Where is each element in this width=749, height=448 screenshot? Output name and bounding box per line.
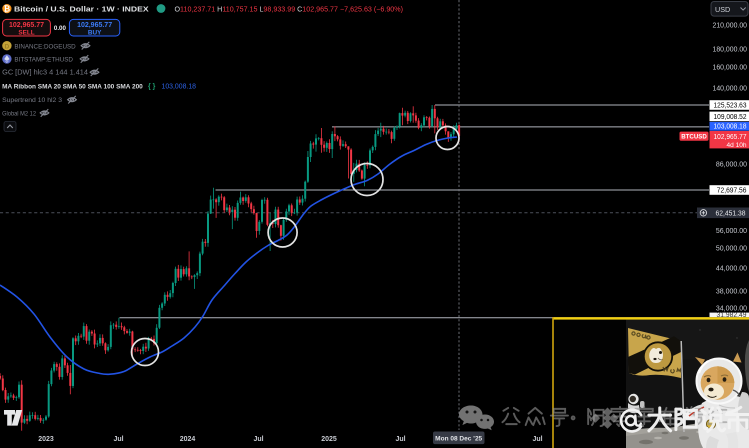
svg-text:O110,237.71 H110,757.15 L98,93: O110,237.71 H110,757.15 L98,933.99 C102,…	[175, 6, 404, 13]
svg-text:BINANCE:DOGEUSD: BINANCE:DOGEUSD	[14, 43, 76, 50]
svg-text:86,000.00: 86,000.00	[716, 161, 747, 168]
svg-text:102,965.77: 102,965.77	[9, 22, 44, 29]
svg-text:160,000.00: 160,000.00	[713, 65, 748, 72]
svg-text:31,982.49: 31,982.49	[717, 312, 747, 319]
svg-text:72,697.56: 72,697.56	[717, 187, 747, 194]
svg-text:125,523.63: 125,523.63	[714, 102, 747, 109]
svg-text:BTCUSD: BTCUSD	[681, 134, 707, 141]
svg-text:USD: USD	[715, 5, 730, 14]
svg-text:Jul: Jul	[253, 436, 263, 443]
svg-text:₿: ₿	[4, 4, 11, 13]
svg-text:D: D	[5, 43, 10, 50]
svg-text:50,000.00: 50,000.00	[716, 246, 747, 253]
svg-text:34,000.00: 34,000.00	[716, 306, 747, 313]
svg-text:Supertrend 10 hl2 3: Supertrend 10 hl2 3	[2, 97, 62, 104]
svg-text:2023: 2023	[38, 436, 54, 443]
svg-text:62,451.38: 62,451.38	[716, 210, 746, 217]
svg-text:BUY: BUY	[88, 29, 102, 36]
svg-text:Mon 08 Dec ’25: Mon 08 Dec ’25	[435, 435, 482, 442]
svg-text:56,000.00: 56,000.00	[716, 228, 747, 235]
svg-text:210,000.00: 210,000.00	[713, 22, 748, 29]
svg-text:4d 10h: 4d 10h	[727, 142, 747, 149]
svg-text:Jul: Jul	[113, 436, 123, 443]
svg-text:0.00: 0.00	[54, 25, 67, 32]
svg-text:2024: 2024	[180, 436, 196, 443]
svg-text:BITSTAMP:ETHUSD: BITSTAMP:ETHUSD	[14, 57, 73, 64]
svg-text:GC [DW] hlc3 4 144 1.414: GC [DW] hlc3 4 144 1.414	[2, 70, 88, 77]
svg-text:180,000.00: 180,000.00	[713, 46, 748, 53]
svg-text:{ }: { }	[148, 84, 156, 91]
svg-text:103,008.18: 103,008.18	[162, 84, 197, 91]
svg-text:140,000.00: 140,000.00	[713, 86, 748, 93]
svg-text:Jul: Jul	[395, 436, 405, 443]
svg-text:Bitcoin / U.S. Dollar · 1W · I: Bitcoin / U.S. Dollar · 1W · INDEX	[14, 4, 149, 13]
svg-text:Jul: Jul	[532, 436, 542, 443]
svg-text:109,008.52: 109,008.52	[714, 114, 747, 121]
svg-text:102,965.77: 102,965.77	[714, 134, 747, 141]
svg-text:44,000.00: 44,000.00	[716, 266, 747, 273]
svg-text:SELL: SELL	[18, 29, 34, 36]
svg-text:102,965.77: 102,965.77	[77, 22, 112, 29]
svg-text:MA Ribbon SMA 20 SMA 50 SMA 10: MA Ribbon SMA 20 SMA 50 SMA 100 SMA 200	[2, 84, 143, 91]
svg-text:38,000.00: 38,000.00	[716, 288, 747, 295]
svg-text:2025: 2025	[321, 436, 337, 443]
svg-text:103,008.18: 103,008.18	[714, 124, 747, 131]
svg-text:Global M2 12: Global M2 12	[2, 110, 36, 117]
